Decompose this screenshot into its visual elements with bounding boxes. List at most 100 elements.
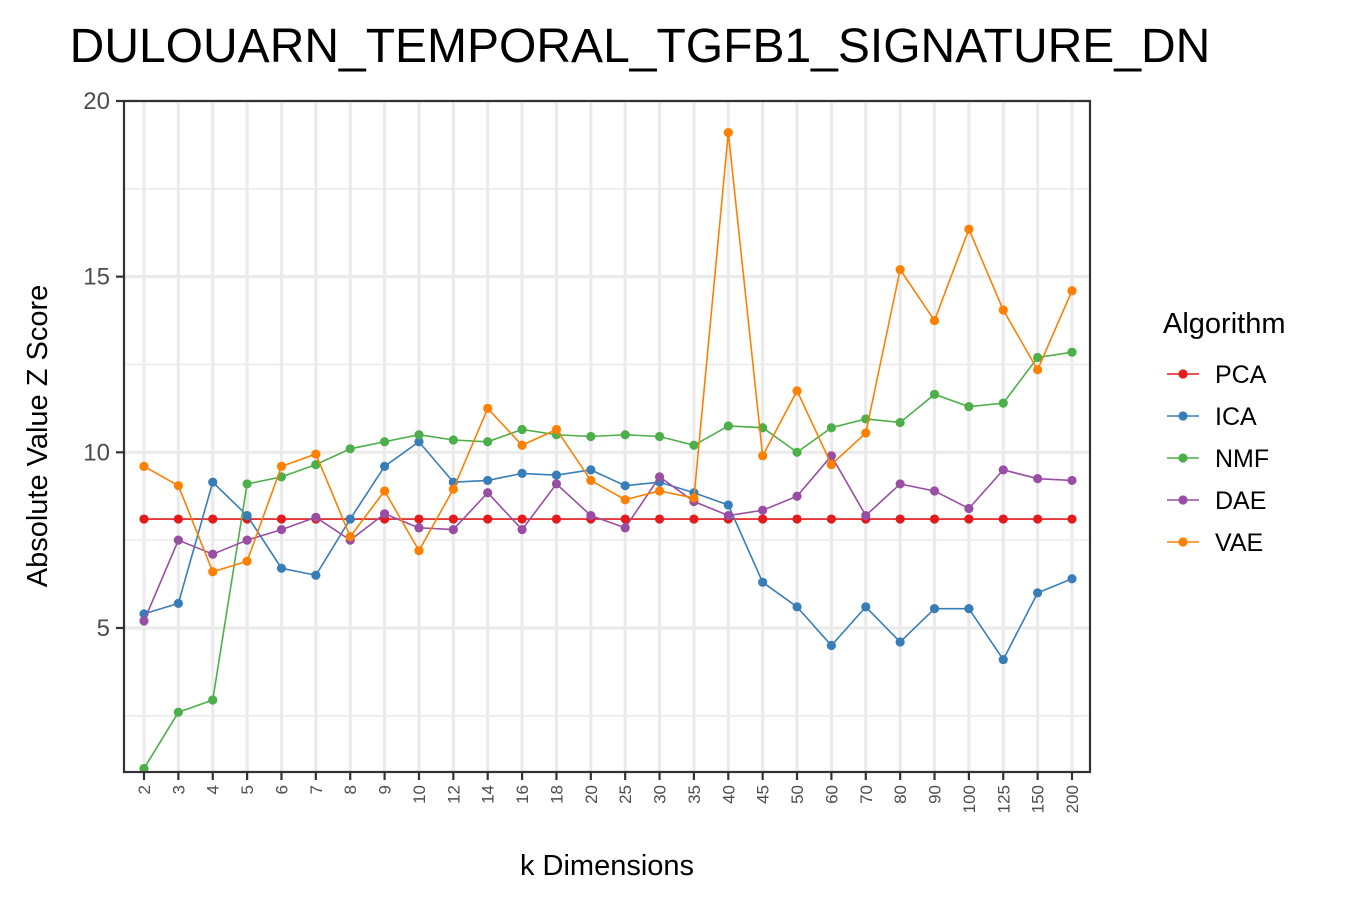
chart-title: DULOUARN_TEMPORAL_TGFB1_SIGNATURE_DN [70, 20, 1211, 73]
x-tick-label: 12 [444, 785, 463, 804]
series-pca [139, 514, 1077, 524]
data-point-pca [689, 514, 699, 524]
data-point-dae [586, 510, 596, 521]
x-tick-label: 6 [272, 785, 291, 794]
legend-label: DAE [1215, 487, 1266, 515]
series-dae [139, 451, 1077, 626]
x-tick-label: 10 [410, 785, 429, 804]
data-point-vae [895, 265, 905, 275]
data-point-vae [758, 451, 768, 461]
data-point-dae [379, 509, 390, 519]
data-point-ica [826, 640, 837, 651]
legend: Algorithm PCA ICA NMF DAE VAE [1163, 308, 1286, 557]
x-tick-label: 100 [960, 785, 979, 813]
data-point-ica [861, 602, 871, 612]
x-tick-label: 30 [651, 785, 670, 804]
legend-label: PCA [1215, 361, 1267, 389]
data-point-pca [1067, 514, 1077, 524]
x-tick-label: 35 [685, 785, 704, 804]
legend-label: ICA [1215, 403, 1257, 431]
data-point-ica [620, 481, 630, 491]
legend-title: Algorithm [1163, 308, 1286, 340]
data-point-nmf [964, 402, 974, 412]
data-point-ica [586, 465, 596, 475]
panel-border [122, 99, 1092, 774]
data-point-ica [1033, 588, 1043, 598]
data-point-nmf [792, 447, 802, 457]
x-tick-label: 40 [719, 785, 738, 804]
panel-background [124, 101, 1090, 772]
x-tick-label: 60 [822, 785, 841, 804]
data-point-nmf [517, 424, 527, 435]
data-point-pca [276, 514, 287, 524]
data-point-nmf [448, 435, 458, 445]
y-tick-label: 10 [83, 439, 110, 466]
x-tick-label: 5 [238, 785, 257, 794]
data-point-nmf [379, 437, 390, 447]
data-point-pca [173, 514, 183, 524]
data-point-ica [1067, 574, 1077, 584]
data-point-dae [1033, 474, 1043, 484]
data-point-dae [861, 510, 871, 521]
data-point-nmf [414, 430, 424, 440]
data-point-nmf [998, 398, 1008, 408]
data-point-vae [723, 128, 733, 138]
legend-key-point [1178, 411, 1188, 421]
x-tick-label: 150 [1029, 785, 1048, 813]
data-point-ica [929, 604, 940, 614]
data-point-ica [964, 604, 974, 614]
data-point-vae [1033, 365, 1043, 375]
data-point-vae [311, 449, 321, 459]
data-point-ica [792, 602, 802, 612]
data-point-vae [139, 461, 149, 471]
series-ica [139, 437, 1077, 665]
series-line-nmf [143, 351, 1073, 769]
data-point-vae [826, 460, 837, 470]
data-point-nmf [208, 695, 218, 705]
data-point-pca [1033, 514, 1043, 524]
data-point-nmf [345, 444, 355, 454]
data-point-vae [345, 532, 355, 542]
data-point-pca [895, 514, 905, 524]
data-point-vae [654, 486, 665, 496]
data-point-vae [379, 486, 390, 496]
data-point-dae [414, 523, 424, 533]
data-point-pca [551, 514, 562, 524]
data-point-dae [173, 535, 183, 545]
data-point-dae [208, 549, 218, 559]
y-tick-label: 15 [83, 264, 110, 291]
legend-item-nmf: NMF [1167, 445, 1269, 473]
y-tick-label: 5 [97, 615, 110, 642]
data-point-vae [517, 440, 527, 450]
data-point-pca [517, 514, 527, 524]
data-point-nmf [586, 431, 596, 442]
data-point-dae [139, 616, 149, 626]
legend-key-point [1178, 495, 1188, 505]
data-point-ica [414, 437, 424, 447]
data-point-dae [723, 510, 733, 521]
data-point-ica [551, 470, 562, 480]
data-point-ica [242, 510, 252, 521]
data-point-nmf [929, 389, 940, 399]
y-tick-label: 20 [83, 88, 110, 115]
legend-item-dae: DAE [1167, 487, 1266, 515]
series-line-vae [143, 132, 1073, 573]
data-point-ica [895, 637, 905, 647]
x-tick-label: 90 [926, 785, 945, 804]
data-point-nmf [689, 440, 699, 450]
data-point-nmf [483, 437, 493, 447]
data-point-nmf [173, 707, 183, 717]
data-point-pca [414, 514, 424, 524]
data-point-ica [723, 500, 733, 510]
data-point-ica [379, 461, 390, 471]
series-nmf [139, 347, 1077, 774]
data-point-vae [1067, 286, 1077, 296]
legend-key-point [1178, 453, 1188, 463]
data-point-ica [483, 475, 493, 486]
data-point-dae [792, 491, 802, 501]
data-point-vae [414, 546, 424, 556]
data-point-dae [483, 488, 493, 498]
x-tick-label: 70 [857, 785, 876, 804]
